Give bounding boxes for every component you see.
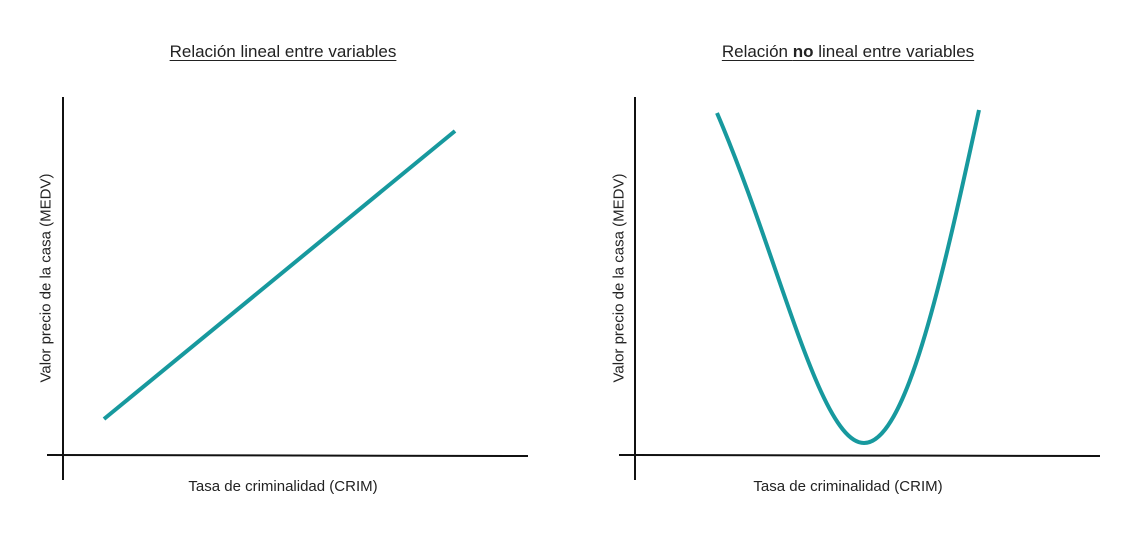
nonlinear-plot bbox=[618, 97, 1101, 480]
x-axis bbox=[46, 454, 529, 457]
title-text: Relación lineal entre variables bbox=[169, 42, 397, 61]
panel-title: Relación lineal entre variables bbox=[0, 42, 566, 62]
x-axis-label: Tasa de criminalidad (CRIM) bbox=[753, 478, 943, 495]
linear-relation-panel: Relación lineal entre variables Valor pr… bbox=[0, 42, 566, 495]
nonlinear-relation-panel: Relación no lineal entre variables Valor… bbox=[565, 0, 1131, 557]
title-part: Relación bbox=[721, 42, 793, 61]
linear-curve bbox=[102, 129, 457, 421]
u-shaped-curve bbox=[715, 109, 981, 446]
linear-plot bbox=[46, 97, 529, 480]
title-emphasis: no bbox=[792, 42, 814, 61]
x-axis bbox=[618, 454, 1101, 457]
title-part: lineal entre variables bbox=[813, 42, 975, 61]
x-axis-label: Tasa de criminalidad (CRIM) bbox=[188, 478, 378, 495]
panel-title: Relación no lineal entre variables bbox=[565, 42, 1131, 62]
